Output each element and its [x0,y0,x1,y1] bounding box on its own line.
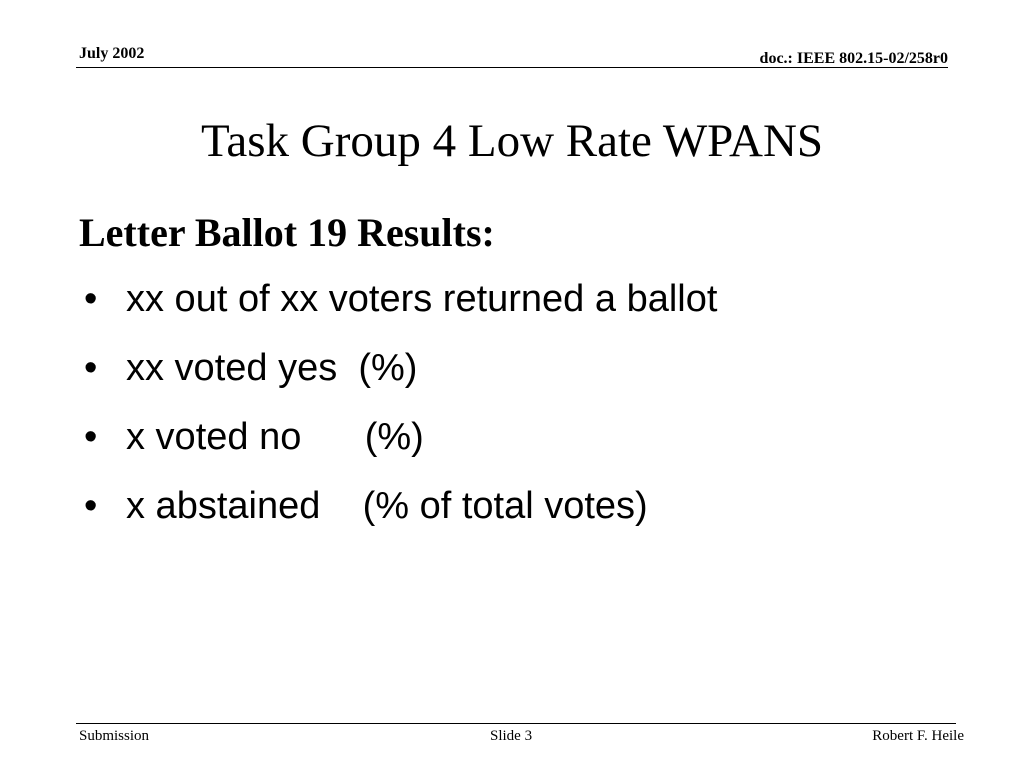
footer-slide-number: Slide 3 [490,728,533,744]
bullet-item: • xx voted yes (%) [82,345,417,414]
bullet-item: • xx out of xx voters returned a ballot [82,276,717,345]
header-divider [76,67,948,68]
bullet-text: xx voted yes (%) [126,347,418,389]
footer-submission: Submission [79,728,150,744]
bullet-glyph: • [84,416,98,458]
bullet-item: • x voted no (%) [82,414,424,483]
bullet-text: x voted no (%) [126,416,424,458]
bullet-text: x abstained (% of total votes) [126,485,648,527]
footer-author: Robert F. Heile [872,728,964,744]
bullet-list: • xx out of xx voters returned a ballot … [82,276,717,552]
bullet-glyph: • [84,485,98,527]
header-doc-id: doc.: IEEE 802.15-02/258r0 [759,50,948,67]
header-date: July 2002 [79,45,145,62]
bullet-glyph: • [84,347,98,389]
bullet-text: xx out of xx voters returned a ballot [126,278,718,320]
bullet-glyph: • [84,278,98,320]
bullet-item: • x abstained (% of total votes) [82,483,648,552]
footer-divider [76,723,956,724]
slide-title: Task Group 4 Low Rate WPANS [200,115,824,167]
slide-subheading: Letter Ballot 19 Results: [79,210,495,255]
